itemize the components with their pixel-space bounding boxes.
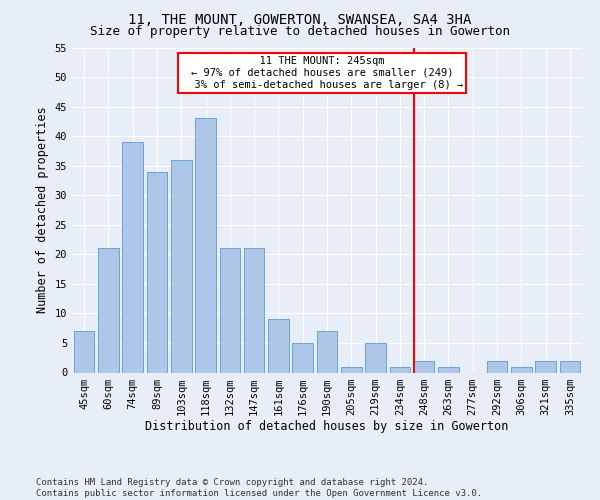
Text: 11, THE MOUNT, GOWERTON, SWANSEA, SA4 3HA: 11, THE MOUNT, GOWERTON, SWANSEA, SA4 3H… — [128, 12, 472, 26]
Text: Size of property relative to detached houses in Gowerton: Size of property relative to detached ho… — [90, 25, 510, 38]
Bar — [195, 118, 216, 372]
Bar — [414, 360, 434, 372]
Bar — [365, 343, 386, 372]
Bar — [560, 360, 580, 372]
Bar — [438, 366, 459, 372]
Bar — [317, 331, 337, 372]
X-axis label: Distribution of detached houses by size in Gowerton: Distribution of detached houses by size … — [145, 420, 509, 434]
Y-axis label: Number of detached properties: Number of detached properties — [36, 106, 49, 314]
Bar — [122, 142, 143, 372]
Bar — [487, 360, 508, 372]
Bar — [341, 366, 362, 372]
Bar — [244, 248, 265, 372]
Bar — [220, 248, 240, 372]
Bar — [146, 172, 167, 372]
Bar — [74, 331, 94, 372]
Bar — [535, 360, 556, 372]
Bar — [292, 343, 313, 372]
Bar — [389, 366, 410, 372]
Text: 11 THE MOUNT: 245sqm  
← 97% of detached houses are smaller (249)
  3% of semi-d: 11 THE MOUNT: 245sqm ← 97% of detached h… — [182, 56, 463, 90]
Bar — [511, 366, 532, 372]
Bar — [268, 320, 289, 372]
Bar — [171, 160, 191, 372]
Text: Contains HM Land Registry data © Crown copyright and database right 2024.
Contai: Contains HM Land Registry data © Crown c… — [36, 478, 482, 498]
Bar — [98, 248, 119, 372]
